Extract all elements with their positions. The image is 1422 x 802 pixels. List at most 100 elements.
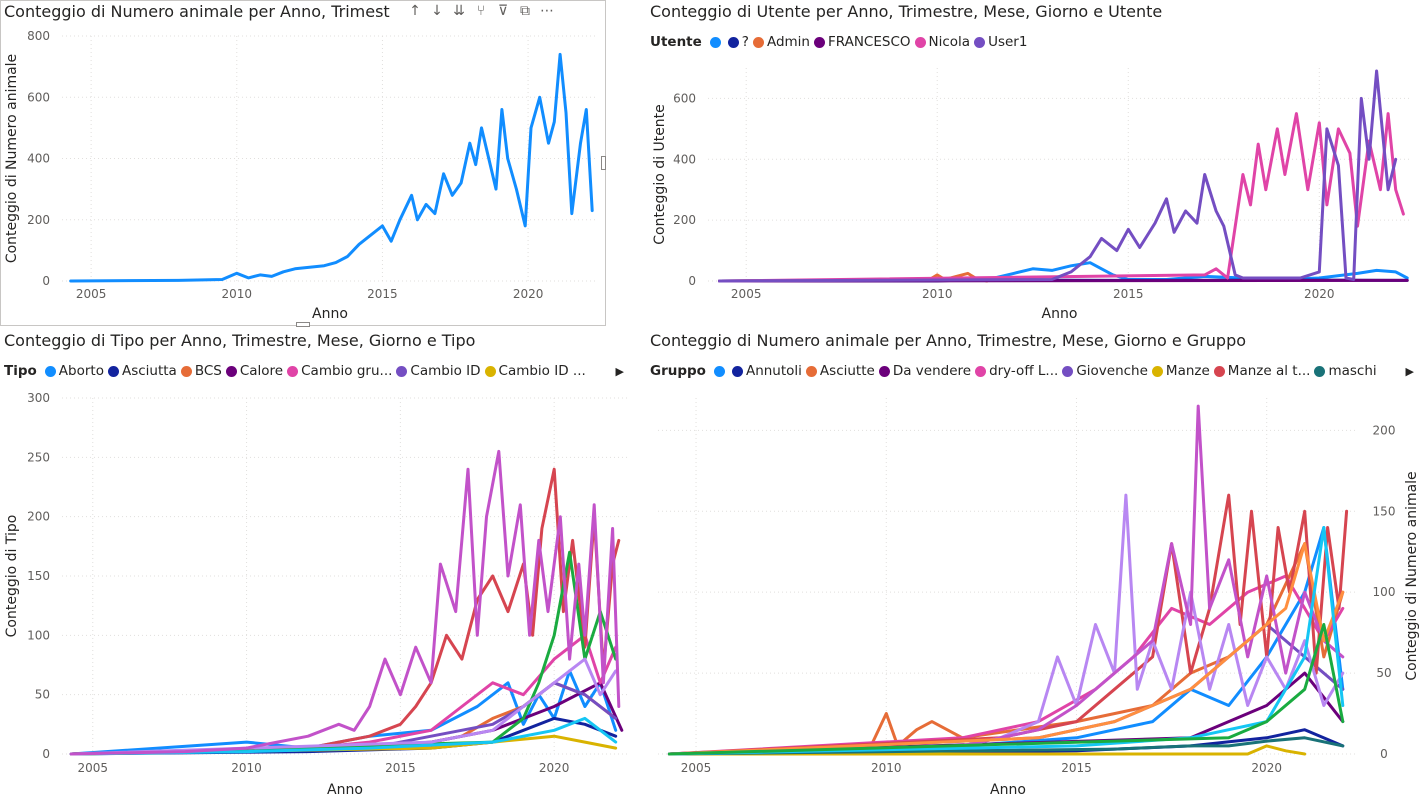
legend-dot-icon: [805, 365, 817, 377]
legend-label: User1: [988, 34, 1028, 50]
x-axis-label: Anno: [312, 306, 348, 322]
legend-item[interactable]: [709, 34, 724, 50]
resize-handle-right[interactable]: [601, 156, 606, 170]
series-line-unnamed-10: [69, 657, 618, 756]
double-arrow-down-icon[interactable]: ⇊: [453, 3, 465, 19]
selection-border: [0, 0, 606, 326]
arrow-up-icon[interactable]: ↑: [409, 3, 421, 19]
legend-dot-icon: [225, 365, 237, 377]
legend-item[interactable]: Aborto: [44, 363, 104, 379]
legend-item[interactable]: ?: [727, 34, 749, 50]
x-tick-label: 2020: [539, 761, 570, 775]
legend-item[interactable]: Asciutte: [805, 363, 875, 379]
legend-label: Da vendere: [892, 363, 972, 379]
legend-item[interactable]: Cambio ID: [396, 363, 481, 379]
legend-dot-icon: [731, 365, 743, 377]
legend-label: ?: [741, 34, 749, 50]
series-line-unnamed-12: [667, 526, 1345, 756]
y-tick-label: 0: [42, 274, 50, 288]
legend-item[interactable]: Da vendere: [878, 363, 972, 379]
focus-mode-icon[interactable]: ⧉: [520, 3, 530, 19]
x-tick-label: 2010: [922, 287, 953, 301]
x-tick-label: 2015: [385, 761, 416, 775]
legend-item[interactable]: BCS: [180, 363, 222, 379]
chart-utente: 2005 2010 2015 2020 0 200 400 600 Anno Conteggio …: [652, 68, 1411, 322]
x-tick-label: 2005: [76, 287, 107, 301]
legend-gruppo: Gruppo Annutoli Asciutte Da vendere dry-off…: [650, 363, 1414, 379]
series-line-asciutte: [667, 542, 1345, 756]
legend-dot-icon: [287, 365, 299, 377]
legend-dot-icon: [1314, 365, 1326, 377]
series-line-unnamed-11: [667, 542, 1345, 756]
x-tick-label: 2020: [1251, 761, 1282, 775]
y-tick-label: 0: [688, 274, 696, 288]
y-axis-label: Conteggio di Tipo: [4, 515, 20, 638]
series-line-user1: [718, 69, 1398, 283]
x-tick-label: 2015: [367, 287, 398, 301]
legend-item[interactable]: Annutoli: [731, 363, 802, 379]
x-tick-label: 2005: [681, 761, 712, 775]
legend-item[interactable]: Cambio ID ...: [484, 363, 586, 379]
chart-title-tipo: Conteggio di Tipo per Anno, Trimestre, M…: [4, 331, 476, 350]
y-tick-label: 0: [1380, 747, 1388, 761]
legend-utente: Utente ? Admin FRANCESCO Nicola User1: [650, 34, 1031, 50]
legend-item[interactable]: maschi: [1314, 363, 1377, 379]
legend-item[interactable]: FRANCESCO: [814, 34, 911, 50]
visual-utente[interactable]: Conteggio di Utente per Anno, Trimestre,…: [646, 0, 1422, 326]
chart-title-numero-animale: Conteggio di Numero animale per Anno, Tr…: [4, 2, 390, 21]
legend-dot-icon: [814, 36, 825, 48]
legend-title: Utente: [650, 34, 702, 50]
y-tick-label: 400: [27, 152, 50, 166]
series-line-unnamed-8: [69, 550, 618, 756]
y-tick-label: 100: [27, 628, 50, 642]
y-axis-label: Conteggio di Numero animale: [1404, 471, 1420, 680]
legend-next-arrow-icon[interactable]: ▶: [1405, 365, 1414, 378]
legend-item[interactable]: Calore: [225, 363, 283, 379]
legend-item[interactable]: Asciutta: [107, 363, 177, 379]
visual-numero-animale[interactable]: Conteggio di Numero animale per Anno, Tr…: [0, 0, 606, 326]
y-tick-label: 400: [673, 152, 696, 166]
legend-item[interactable]: Giovenche: [1062, 363, 1148, 379]
legend-dot-icon: [752, 36, 764, 48]
legend-label: Asciutte: [819, 363, 875, 379]
legend-item[interactable]: User1: [974, 34, 1027, 50]
chart-title-gruppo: Conteggio di Numero animale per Anno, Tr…: [650, 331, 1247, 350]
legend-next-arrow-icon[interactable]: ▶: [615, 365, 624, 378]
arrow-down-icon[interactable]: ↓: [431, 3, 443, 19]
chart-gruppo: 2005 2010 2015 2020 0 50 100 150 200 Anno Conteggi…: [658, 398, 1420, 798]
fork-icon[interactable]: ⑂: [476, 3, 486, 19]
legend-item[interactable]: Cambio gru...: [287, 363, 392, 379]
x-tick-label: 2020: [513, 287, 544, 301]
visual-gruppo[interactable]: Conteggio di Numero animale per Anno, Tr…: [646, 330, 1422, 802]
visual-tipo[interactable]: Conteggio di Tipo per Anno, Trimestre, M…: [0, 330, 636, 802]
chart-title-utente: Conteggio di Utente per Anno, Trimestre,…: [650, 2, 1163, 21]
y-tick-label: 200: [1373, 423, 1396, 437]
legend-item[interactable]: [713, 363, 728, 379]
y-tick-label: 300: [27, 391, 50, 405]
y-tick-label: 100: [1373, 585, 1396, 599]
x-tick-label: 2015: [1061, 761, 1092, 775]
more-options-icon[interactable]: ⋯: [540, 3, 554, 19]
filter-icon[interactable]: ⊽: [497, 3, 509, 19]
legend-dot-icon: [878, 365, 890, 377]
series-line-unnamed-9: [69, 716, 618, 756]
legend-item[interactable]: Nicola: [914, 34, 970, 50]
legend-dot-icon: [975, 365, 987, 377]
y-tick-label: 250: [27, 450, 50, 464]
series-line-manze: [667, 744, 1307, 756]
x-tick-label: 2010: [222, 287, 253, 301]
legend-label: Manze: [1165, 363, 1210, 379]
legend-title: Tipo: [4, 363, 37, 379]
legend-item[interactable]: Manze al t...: [1213, 363, 1310, 379]
series-line-maschi: [667, 736, 1345, 756]
legend-item[interactable]: Manze: [1151, 363, 1210, 379]
legend-item[interactable]: dry-off L...: [975, 363, 1058, 379]
x-tick-label: 2020: [1304, 287, 1335, 301]
resize-handle-bottom[interactable]: [296, 322, 310, 327]
y-tick-label: 50: [1376, 666, 1391, 680]
legend-item[interactable]: Admin: [752, 34, 810, 50]
y-tick-label: 50: [35, 688, 50, 702]
legend-label: Admin: [766, 34, 810, 50]
y-tick-label: 200: [27, 510, 50, 524]
y-tick-label: 600: [673, 91, 696, 105]
